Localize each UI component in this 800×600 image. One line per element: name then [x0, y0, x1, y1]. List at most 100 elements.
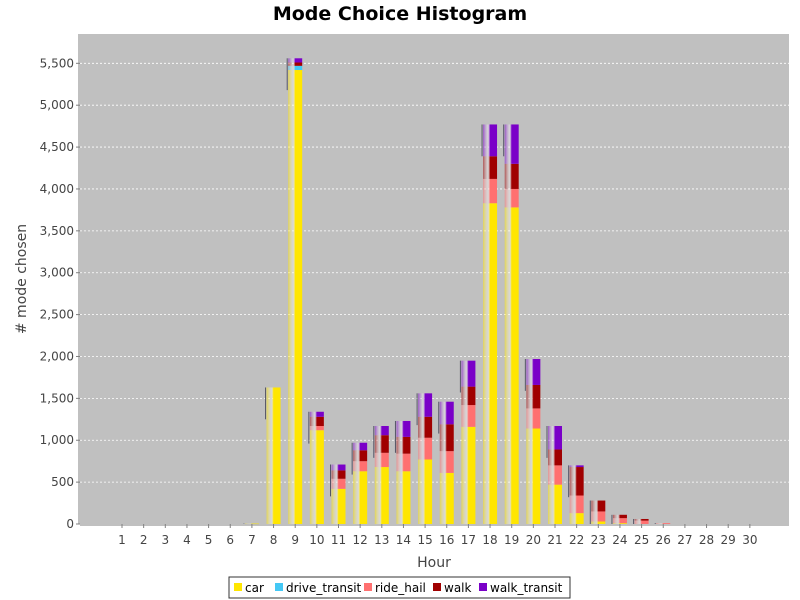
y-tick-label: 4,500: [40, 140, 74, 154]
bar-ride_hail-hour-26: [656, 523, 671, 524]
bar-ride_hail-hour-11: [331, 478, 346, 489]
bar-walk-hour-12: [353, 450, 368, 462]
x-axis-label: Hour: [417, 555, 451, 571]
x-tick-label: 11: [331, 533, 346, 547]
legend-label-walk_transit: walk_transit: [490, 581, 563, 595]
y-axis-label: # mode chosen: [14, 224, 30, 334]
bar-ride_hail-hour-22: [569, 495, 584, 514]
x-tick-label: 17: [461, 533, 476, 547]
legend-swatch-drive_transit: [275, 583, 283, 591]
bar-walk_transit-hour-19: [504, 124, 519, 164]
bar-walk-hour-20: [526, 384, 541, 409]
bar-walk-hour-25: [634, 518, 649, 521]
bars: [243, 58, 671, 525]
x-tick-label: 23: [591, 533, 606, 547]
bar-walk-hour-17: [461, 386, 476, 406]
legend-swatch-ride_hail: [364, 583, 372, 591]
bar-car-hour-22: [569, 513, 584, 524]
x-tick-label: 8: [270, 533, 278, 547]
y-tick-label: 1,500: [40, 391, 74, 405]
legend-label-car: car: [245, 581, 264, 595]
bar-car-hour-21: [548, 484, 562, 524]
x-tick-label: 14: [396, 533, 411, 547]
bar-car-hour-15: [418, 459, 433, 524]
x-tick-label: 16: [439, 533, 454, 547]
x-tick-label: 6: [226, 533, 234, 547]
bar-car-hour-23: [591, 521, 606, 524]
bar-car-hour-20: [526, 428, 541, 524]
bar-car-hour-11: [331, 488, 346, 524]
bar-car-hour-13: [374, 467, 389, 524]
bar-walk_transit-hour-13: [374, 426, 389, 436]
legend-label-ride_hail: ride_hail: [375, 581, 426, 595]
y-tick-label: 4,000: [40, 182, 74, 196]
bar-walk-hour-23: [591, 500, 606, 512]
x-tick-label: 18: [482, 533, 497, 547]
x-tick-label: 28: [699, 533, 714, 547]
x-tick-label: 27: [677, 533, 692, 547]
bar-walk-hour-19: [504, 163, 519, 189]
bar-ride_hail-hour-21: [548, 465, 562, 485]
x-tick-label: 22: [569, 533, 584, 547]
bar-walk_transit-hour-17: [461, 360, 476, 387]
bar-walk-hour-9: [288, 62, 303, 66]
bar-walk_transit-hour-11: [331, 464, 346, 471]
y-tick-label: 3,000: [40, 266, 74, 280]
bar-walk_transit-hour-14: [396, 420, 411, 437]
bar-car-hour-18: [483, 203, 498, 524]
bar-walk_transit-hour-16: [439, 401, 454, 425]
bar-walk-hour-11: [331, 470, 346, 479]
x-tick-label: 1: [118, 533, 126, 547]
bar-ride_hail-hour-15: [418, 437, 433, 460]
bar-car-hour-17: [461, 426, 476, 524]
x-tick-label: 25: [634, 533, 649, 547]
x-tick-label: 12: [353, 533, 368, 547]
x-tick-label: 13: [374, 533, 389, 547]
bar-car-hour-12: [353, 471, 368, 524]
x-tick-label: 24: [612, 533, 627, 547]
x-tick-label: 19: [504, 533, 519, 547]
x-tick-label: 2: [140, 533, 148, 547]
x-tick-label: 3: [161, 533, 169, 547]
bar-car-hour-19: [504, 207, 519, 524]
x-tick-label: 15: [417, 533, 432, 547]
chart-title: Mode Choice Histogram: [273, 3, 527, 25]
bar-ride_hail-hour-19: [504, 188, 519, 208]
legend-swatch-car: [234, 583, 242, 591]
bar-car-hour-14: [396, 471, 411, 524]
x-tick-label: 21: [547, 533, 562, 547]
bar-car-hour-7: [244, 523, 259, 525]
bar-ride_hail-hour-13: [374, 452, 389, 468]
bar-walk-hour-13: [374, 435, 389, 453]
y-tick-label: 0: [66, 517, 74, 531]
bar-ride_hail-hour-12: [353, 461, 368, 472]
x-tick-label: 4: [183, 533, 191, 547]
legend-swatch-walk: [433, 583, 441, 591]
x-tick-label: 10: [309, 533, 324, 547]
y-tick-label: 2,000: [40, 349, 74, 363]
y-tick-label: 5,000: [40, 98, 74, 112]
bar-walk_transit-hour-21: [548, 426, 562, 450]
bar-walk-hour-21: [548, 449, 562, 466]
bar-drive_transit-hour-9: [288, 65, 303, 71]
bar-walk-hour-14: [396, 436, 411, 454]
bar-walk_transit-hour-20: [526, 358, 541, 385]
bar-walk_transit-hour-18: [483, 124, 498, 157]
bar-ride_hail-hour-23: [591, 511, 606, 522]
x-tick-label: 7: [248, 533, 256, 547]
legend-label-drive_transit: drive_transit: [286, 581, 362, 595]
bar-walk-hour-18: [483, 156, 498, 179]
bar-walk_transit-hour-10: [309, 411, 324, 417]
y-tick-label: 500: [51, 475, 74, 489]
bar-ride_hail-hour-24: [612, 518, 627, 524]
bar-walk-hour-22: [569, 467, 584, 496]
x-tick-label: 20: [526, 533, 541, 547]
y-tick-label: 3,500: [40, 224, 74, 238]
bar-car-hour-9: [288, 70, 303, 525]
y-tick-label: 1,000: [40, 433, 74, 447]
x-tick-label: 29: [721, 533, 736, 547]
bar-car-hour-16: [439, 472, 454, 524]
x-tick-label: 9: [291, 533, 299, 547]
x-tick-label: 30: [742, 533, 757, 547]
